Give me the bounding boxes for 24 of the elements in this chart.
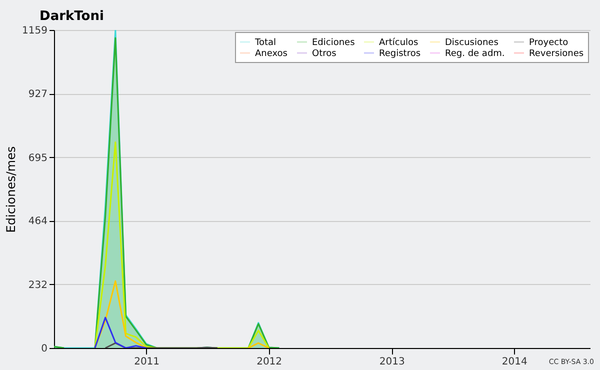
x-tick-label: 2011 (134, 356, 160, 368)
legend-label: Proyecto (529, 38, 569, 48)
legend-label: Total (254, 38, 276, 48)
y-tick-label: 464 (28, 216, 48, 228)
x-tick-label: 2013 (379, 356, 405, 368)
x-tick-label: 2014 (502, 356, 528, 368)
legend-label: Artículos (379, 37, 419, 48)
y-tick-label: 232 (28, 280, 48, 291)
legend-label: Reversiones (529, 49, 584, 59)
y-tick-label: 927 (28, 89, 48, 100)
line-series (94, 316, 148, 348)
y-tick-label: 1159 (22, 26, 48, 36)
legend-label: Anexos (255, 49, 288, 59)
legend-label: Registros (379, 49, 421, 59)
legend-label: Reg. de adm. (445, 49, 505, 59)
y-axis-title: Ediciones/mes (4, 146, 18, 233)
chart-title: DarkToni (40, 9, 104, 24)
y-tick-label: 695 (28, 152, 48, 164)
legend-label: Otros (312, 49, 337, 59)
legend-label: Discusiones (445, 38, 499, 48)
x-tick-label: 2012 (256, 356, 282, 368)
y-tick-label: 0 (41, 344, 48, 354)
line-series (94, 141, 270, 348)
legend-label: Ediciones (312, 38, 356, 48)
